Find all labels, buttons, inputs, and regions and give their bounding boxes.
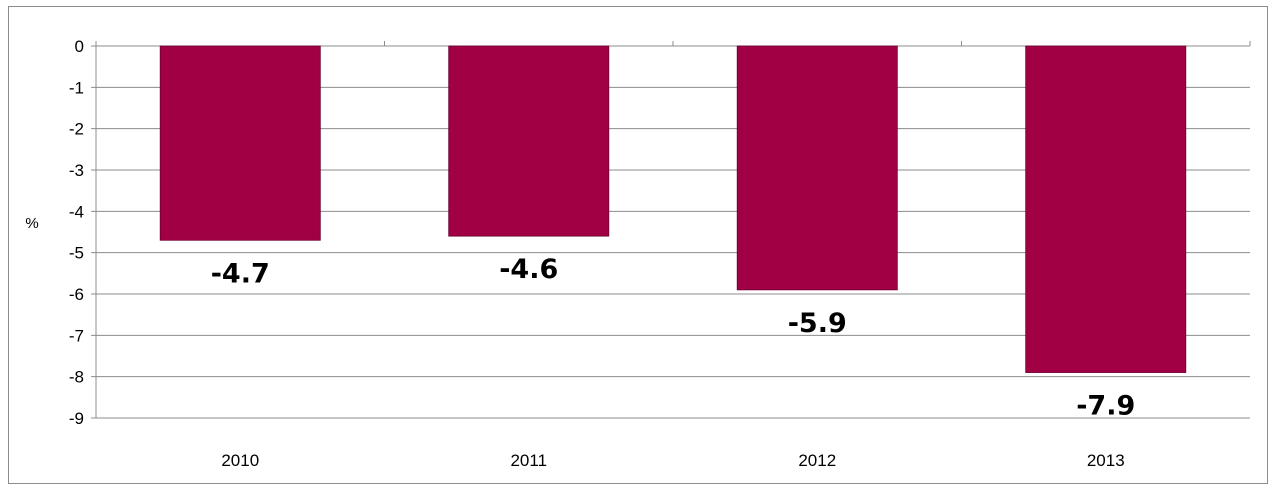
data-label: -4.6 [499,254,558,285]
y-axis-ticks: 0 -1 -2 -3 -4 -5 -6 -7 -8 -9 [69,37,84,428]
y-tick-label: -3 [69,161,84,180]
y-tick-label: -8 [69,368,84,387]
x-tick-label: 2012 [798,451,836,470]
data-label: -4.7 [211,258,270,289]
y-tick-label: -7 [69,326,84,345]
x-tick-label: 2010 [221,451,259,470]
y-tick-label: -9 [69,409,84,428]
y-axis-label: % [25,215,38,232]
bars [159,45,1187,373]
bar-2012 [736,45,898,291]
bar-2010 [159,45,321,241]
y-tick-label: -1 [69,78,84,97]
y-tick-label: 0 [75,37,84,56]
bar-2011 [448,45,610,237]
y-tick-label: -2 [69,120,84,139]
data-labels: -4.7 -4.6 -5.9 -7.9 [211,254,1136,421]
y-tick-label: -4 [69,202,84,221]
y-tick-label: -6 [69,285,84,304]
y-tick-label: -5 [69,244,84,263]
bar-2013 [1025,45,1187,373]
x-tick-label: 2011 [510,451,547,470]
data-label: -5.9 [788,308,847,339]
x-tick-label: 2013 [1087,451,1125,470]
data-label: -7.9 [1076,391,1135,422]
x-axis-ticks: 2010 2011 2012 2013 [221,451,1124,470]
